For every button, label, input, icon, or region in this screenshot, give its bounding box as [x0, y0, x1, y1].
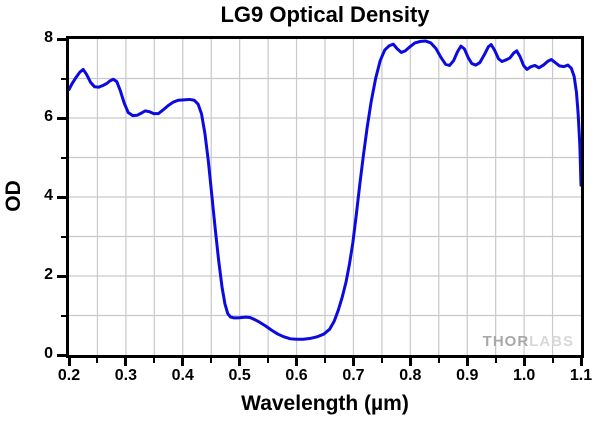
- x-minor-tick: [153, 358, 156, 363]
- x-minor-tick: [437, 358, 440, 363]
- x-minor-tick: [210, 358, 213, 363]
- x-minor-tick: [96, 358, 99, 363]
- y-major-tick: [57, 195, 66, 199]
- y-minor-tick: [61, 156, 66, 159]
- x-axis-title: Wavelength (µm): [241, 392, 409, 415]
- y-tick-label: 8: [44, 29, 53, 46]
- x-major-tick: [351, 358, 355, 366]
- x-major-tick: [465, 358, 469, 366]
- y-tick-label: 2: [44, 266, 53, 283]
- y-tick-label: 6: [44, 108, 53, 125]
- x-minor-tick: [380, 358, 383, 363]
- y-major-tick: [57, 116, 66, 120]
- x-major-tick: [181, 358, 185, 366]
- x-tick-label: 0.5: [228, 367, 251, 384]
- x-minor-tick: [551, 358, 554, 363]
- x-tick-label: 0.7: [342, 367, 365, 384]
- x-tick-label: 0.3: [114, 367, 137, 384]
- thorlabs-watermark: THORLABS: [483, 334, 574, 349]
- watermark-thor: THOR: [482, 333, 530, 350]
- x-minor-tick: [267, 358, 270, 363]
- x-major-tick: [238, 358, 242, 366]
- y-minor-tick: [61, 235, 66, 238]
- x-major-tick: [408, 358, 412, 366]
- y-major-tick: [57, 37, 66, 41]
- x-tick-label: 0.4: [171, 367, 194, 384]
- od-curve: [69, 39, 581, 341]
- x-major-tick: [67, 358, 71, 366]
- x-tick-label: 0.8: [399, 367, 422, 384]
- x-tick-label: 0.2: [57, 367, 81, 384]
- y-tick-label: 0: [44, 345, 53, 362]
- y-minor-tick: [61, 314, 66, 317]
- x-minor-tick: [324, 358, 326, 363]
- chart-canvas: [69, 39, 581, 355]
- chart-title: LG9 Optical Density: [220, 2, 430, 27]
- x-tick-label: 1.0: [512, 367, 536, 384]
- x-major-tick: [124, 358, 128, 366]
- x-major-tick: [522, 358, 526, 366]
- x-major-tick: [579, 358, 583, 366]
- x-tick-label: 1.1: [569, 367, 593, 384]
- y-major-tick: [57, 353, 66, 357]
- y-tick-label: 4: [44, 187, 53, 204]
- y-major-tick: [57, 274, 66, 278]
- x-minor-tick: [494, 358, 497, 363]
- x-major-tick: [295, 358, 299, 366]
- plot-area: THORLABS: [66, 36, 584, 358]
- watermark-labs: LABS: [529, 333, 574, 350]
- x-tick-label: 0.9: [456, 367, 479, 384]
- x-tick-label: 0.6: [285, 367, 308, 384]
- y-minor-tick: [61, 77, 66, 80]
